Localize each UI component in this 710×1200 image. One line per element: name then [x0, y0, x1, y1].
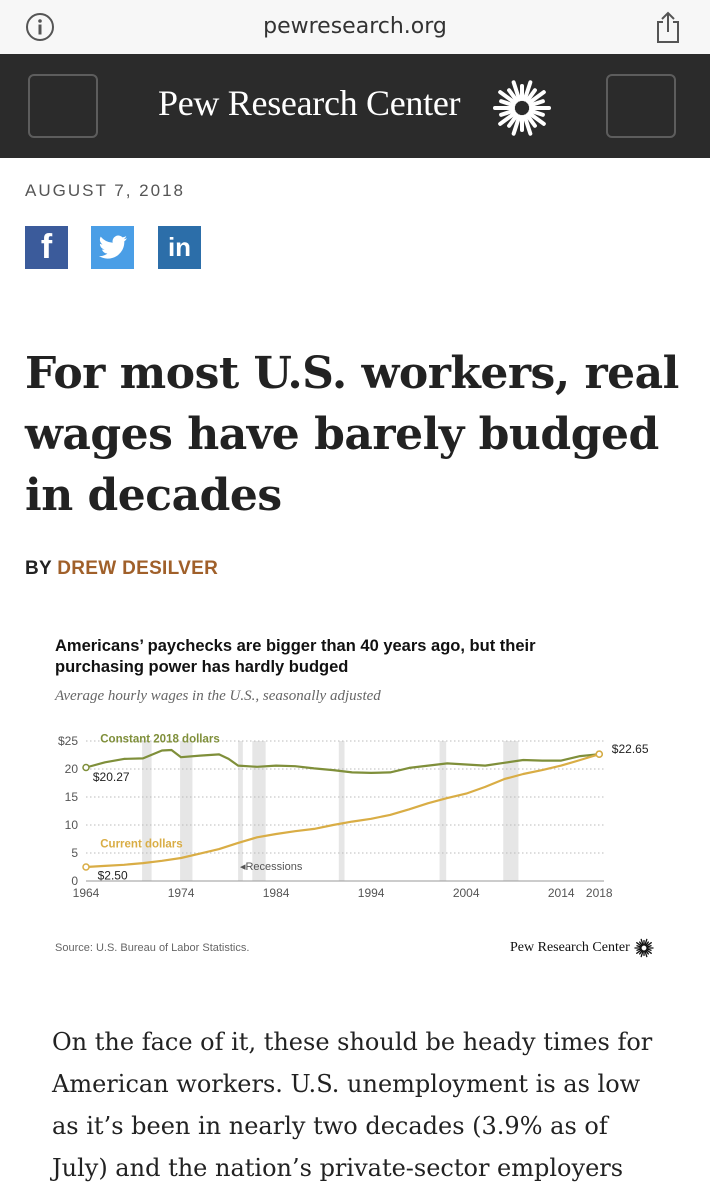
wages-line-chart: 0 5 10 15 20 $25 1964 1974 1984 1994 2004 2014 2018 C…	[58, 734, 649, 900]
recession-band	[180, 741, 193, 881]
y-tick-label: 15	[65, 790, 79, 804]
x-tick-label: 1964	[73, 886, 100, 900]
author-link[interactable]: DREW DESILVER	[57, 558, 219, 579]
facebook-icon: f	[40, 228, 53, 266]
y-tick-label: $25	[58, 734, 78, 748]
twitter-icon	[98, 235, 127, 259]
article-body-paragraph: On the face of it, these should be heady…	[52, 1028, 653, 1182]
linkedin-icon: in	[167, 232, 192, 262]
chart-title: Americans’ paychecks are bigger than 40 …	[55, 637, 536, 676]
y-tick-label: 0	[71, 874, 78, 888]
article-headline: For most U.S. workers, real wages have b…	[25, 348, 679, 521]
recession-band	[238, 741, 243, 881]
series-line-constant-dollars	[85, 748, 600, 775]
site-logo-text[interactable]: Pew Research Center	[158, 83, 461, 123]
browser-url-bar: pewresearch.org	[0, 0, 710, 54]
sunburst-logo-icon[interactable]	[492, 78, 552, 138]
data-point-marker	[82, 763, 90, 772]
data-point-marker	[82, 863, 90, 871]
x-tick-label: 2014	[548, 886, 575, 900]
y-tick-label: 20	[65, 762, 79, 776]
twitter-share-button[interactable]	[91, 226, 134, 269]
x-tick-label: 2004	[453, 886, 480, 900]
y-tick-label: 10	[65, 818, 79, 832]
series-label: Constant 2018 dollars	[100, 734, 220, 746]
chart-subtitle: Average hourly wages in the U.S., season…	[55, 688, 381, 704]
linkedin-share-button[interactable]: in	[158, 226, 201, 269]
facebook-share-button[interactable]: f	[25, 226, 68, 269]
share-icon[interactable]	[654, 10, 682, 44]
byline: BY DREW DESILVER	[25, 558, 218, 580]
recession-band	[142, 741, 152, 881]
search-button[interactable]	[606, 74, 676, 138]
x-tick-label: 2018	[586, 886, 613, 900]
chart-credit: Pew Research Center	[510, 940, 630, 955]
x-tick-label: 1974	[168, 886, 195, 900]
chart-source: Source: U.S. Bureau of Labor Statistics.	[55, 942, 250, 954]
data-label: $22.65	[612, 742, 649, 756]
menu-button[interactable]	[28, 74, 98, 138]
article-date: AUGUST 7, 2018	[25, 181, 185, 200]
series-label: Current dollars	[100, 838, 182, 850]
recession-band	[439, 741, 447, 881]
recessions-label: ◂Recessions	[240, 861, 303, 873]
sunburst-small-icon	[634, 938, 654, 958]
data-point-marker	[595, 750, 603, 758]
data-label: $20.27	[93, 770, 130, 784]
series-line-current-dollars	[85, 753, 600, 869]
site-header: Pew Research Center	[0, 54, 710, 158]
data-label: $2.50	[98, 868, 128, 882]
recession-band	[252, 741, 266, 881]
info-icon[interactable]	[25, 12, 55, 42]
x-tick-label: 1984	[263, 886, 290, 900]
x-tick-label: 1994	[358, 886, 385, 900]
recession-band	[338, 741, 345, 881]
url-text[interactable]: pewresearch.org	[263, 14, 447, 39]
y-tick-label: 5	[71, 846, 78, 860]
byline-prefix: BY	[25, 558, 52, 579]
